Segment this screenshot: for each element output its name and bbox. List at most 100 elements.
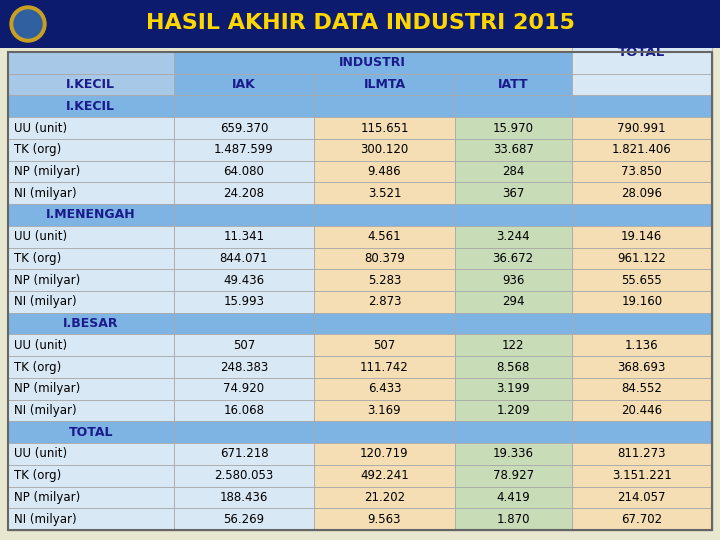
Bar xyxy=(314,226,455,247)
Bar xyxy=(314,421,455,443)
Bar xyxy=(314,247,455,269)
Text: 284: 284 xyxy=(502,165,524,178)
Bar xyxy=(174,226,314,247)
Bar xyxy=(174,508,314,530)
Text: 936: 936 xyxy=(502,274,524,287)
Bar xyxy=(572,465,712,487)
Text: 961.122: 961.122 xyxy=(617,252,666,265)
Bar xyxy=(455,465,572,487)
Bar xyxy=(174,139,314,160)
Bar xyxy=(314,508,455,530)
Bar xyxy=(572,139,712,160)
Text: 1.870: 1.870 xyxy=(496,512,530,525)
Text: 790.991: 790.991 xyxy=(618,122,666,134)
Bar xyxy=(572,183,712,204)
Text: 3.244: 3.244 xyxy=(496,230,530,243)
Text: NI (milyar): NI (milyar) xyxy=(14,187,76,200)
Bar xyxy=(314,378,455,400)
Bar xyxy=(455,508,572,530)
Text: TOTAL: TOTAL xyxy=(68,426,113,438)
Bar xyxy=(174,334,314,356)
Bar xyxy=(455,204,572,226)
Text: 2.580.053: 2.580.053 xyxy=(215,469,274,482)
Bar xyxy=(455,74,572,96)
Text: 1.209: 1.209 xyxy=(496,404,530,417)
Bar xyxy=(455,378,572,400)
Text: 15.993: 15.993 xyxy=(223,295,264,308)
Text: NP (milyar): NP (milyar) xyxy=(14,491,80,504)
Bar xyxy=(8,117,174,139)
Bar xyxy=(455,117,572,139)
Text: 80.379: 80.379 xyxy=(364,252,405,265)
Text: 33.687: 33.687 xyxy=(492,143,534,156)
Bar xyxy=(8,160,174,183)
Bar xyxy=(314,356,455,378)
Text: 120.719: 120.719 xyxy=(360,448,409,461)
Text: UU (unit): UU (unit) xyxy=(14,230,67,243)
Text: 11.341: 11.341 xyxy=(223,230,264,243)
Text: IAK: IAK xyxy=(232,78,256,91)
Bar xyxy=(174,400,314,421)
Text: TOTAL: TOTAL xyxy=(618,45,665,58)
Text: 2.873: 2.873 xyxy=(368,295,401,308)
Bar xyxy=(174,74,314,96)
Bar xyxy=(314,183,455,204)
Text: UU (unit): UU (unit) xyxy=(14,339,67,352)
Text: 64.080: 64.080 xyxy=(223,165,264,178)
Bar xyxy=(572,443,712,465)
Text: 5.283: 5.283 xyxy=(368,274,401,287)
Bar xyxy=(314,269,455,291)
Bar xyxy=(572,378,712,400)
Text: 3.169: 3.169 xyxy=(368,404,401,417)
Bar xyxy=(174,443,314,465)
Text: NP (milyar): NP (milyar) xyxy=(14,274,80,287)
Bar xyxy=(8,487,174,508)
Text: 20.446: 20.446 xyxy=(621,404,662,417)
Text: INDUSTRI: INDUSTRI xyxy=(339,56,406,69)
Bar xyxy=(455,313,572,334)
Bar xyxy=(572,226,712,247)
Bar xyxy=(8,139,174,160)
Text: 74.920: 74.920 xyxy=(223,382,264,395)
Bar xyxy=(314,96,455,117)
Text: IATT: IATT xyxy=(498,78,528,91)
Bar xyxy=(174,52,572,74)
Text: 4.419: 4.419 xyxy=(496,491,530,504)
Bar xyxy=(174,291,314,313)
Bar xyxy=(8,183,174,204)
Text: 492.241: 492.241 xyxy=(360,469,409,482)
Text: I.KECIL: I.KECIL xyxy=(66,100,115,113)
Bar xyxy=(174,160,314,183)
Bar xyxy=(174,356,314,378)
Text: UU (unit): UU (unit) xyxy=(14,448,67,461)
Bar xyxy=(174,247,314,269)
Text: 507: 507 xyxy=(233,339,255,352)
Text: 4.561: 4.561 xyxy=(368,230,401,243)
Circle shape xyxy=(10,6,46,42)
Text: 367: 367 xyxy=(502,187,524,200)
Text: 9.563: 9.563 xyxy=(368,512,401,525)
Text: NP (milyar): NP (milyar) xyxy=(14,165,80,178)
Text: 24.208: 24.208 xyxy=(223,187,264,200)
Text: I.BESAR: I.BESAR xyxy=(63,317,119,330)
Text: I.MENENGAH: I.MENENGAH xyxy=(46,208,135,221)
Text: 1.136: 1.136 xyxy=(625,339,659,352)
Bar xyxy=(455,334,572,356)
Bar xyxy=(8,421,174,443)
Text: 8.568: 8.568 xyxy=(496,361,530,374)
Text: 3.521: 3.521 xyxy=(368,187,401,200)
Text: 6.433: 6.433 xyxy=(368,382,401,395)
Bar xyxy=(8,508,174,530)
Text: 844.071: 844.071 xyxy=(220,252,269,265)
Bar xyxy=(455,139,572,160)
Text: 78.927: 78.927 xyxy=(492,469,534,482)
Text: 294: 294 xyxy=(502,295,524,308)
Text: 21.202: 21.202 xyxy=(364,491,405,504)
Bar xyxy=(455,443,572,465)
Bar xyxy=(455,96,572,117)
Text: 19.146: 19.146 xyxy=(621,230,662,243)
Text: ILMTA: ILMTA xyxy=(364,78,405,91)
Text: 67.702: 67.702 xyxy=(621,512,662,525)
Bar xyxy=(455,291,572,313)
Text: 49.436: 49.436 xyxy=(223,274,264,287)
